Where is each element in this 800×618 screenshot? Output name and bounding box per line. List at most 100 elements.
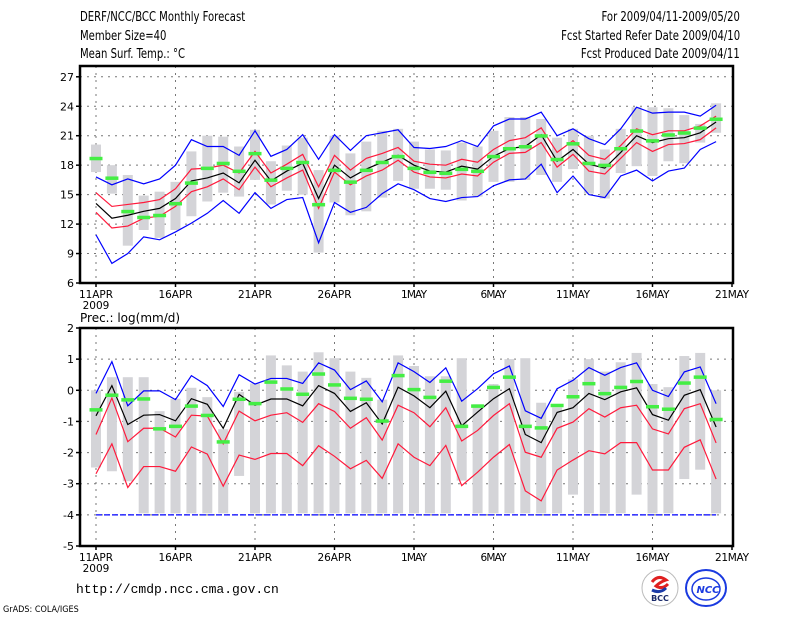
range-bar — [520, 358, 531, 514]
range-bar — [170, 398, 181, 514]
observed-marker — [677, 381, 691, 385]
range-bar — [552, 407, 563, 514]
x-tick-label: 11MAY — [556, 552, 591, 564]
observed-marker — [439, 171, 453, 176]
observed-marker — [296, 160, 310, 165]
range-bar — [424, 376, 435, 514]
precipitation-chart: Prec.: log(mm/d) -5 -4 -3 -2 -1 0 1 2 11APR 16APR 2… — [63, 311, 750, 575]
observed-marker — [391, 154, 405, 159]
range-bar — [361, 377, 372, 514]
range-bar — [663, 387, 674, 514]
observed-marker — [121, 398, 135, 402]
observed-marker — [582, 381, 596, 386]
range-bar — [106, 377, 117, 472]
observed-marker — [471, 404, 485, 408]
range-bar — [488, 384, 499, 514]
y-tick-label: 27 — [60, 71, 74, 84]
y-tick-label: 12 — [60, 218, 74, 231]
observed-marker — [137, 215, 151, 220]
series-line-spread-lower — [95, 438, 717, 502]
range-bar — [297, 371, 308, 514]
observed-marker — [169, 201, 182, 206]
range-bar — [265, 161, 276, 205]
range-bar — [122, 377, 133, 482]
range-bar — [138, 377, 149, 514]
range-bar — [329, 358, 340, 514]
forecast-start-date: Fcst Started Refer Date 2009/04/10 — [561, 29, 740, 44]
observed-marker — [693, 375, 707, 379]
range-bar — [377, 399, 388, 514]
x-tick-label: 16APR — [159, 552, 193, 564]
x-tick-label: 16MAY — [636, 289, 671, 301]
grads-credit: GrADS: COLA/IGES — [3, 605, 79, 615]
observed-marker — [200, 413, 214, 418]
x-tick-label: 21APR — [238, 289, 272, 301]
svg-text:BCC: BCC — [651, 594, 669, 603]
observed-marker — [661, 133, 675, 137]
observed-marker — [359, 168, 373, 173]
range-bar — [440, 150, 451, 190]
x-year-label: 2009 — [83, 563, 110, 575]
observed-marker — [502, 375, 516, 379]
observed-marker — [534, 426, 548, 430]
observed-marker — [566, 395, 580, 399]
svg-text:NCC: NCC — [696, 585, 720, 596]
range-bar — [409, 365, 419, 514]
observed-marker — [455, 167, 469, 172]
observed-marker — [105, 176, 119, 180]
x-tick-label: 21MAY — [715, 552, 750, 564]
y-tick-label: 15 — [60, 189, 74, 202]
observed-marker — [407, 166, 421, 171]
observed-marker — [677, 131, 691, 135]
y-tick-label: -3 — [63, 478, 74, 491]
observed-marker — [343, 180, 357, 184]
observed-marker — [598, 163, 612, 168]
observed-marker — [312, 372, 326, 376]
x-tick-label: 1MAY — [401, 552, 428, 564]
observed-marker — [693, 126, 707, 130]
observed-marker — [280, 166, 294, 171]
observed-marker — [89, 408, 103, 412]
range-bar — [313, 352, 324, 514]
observed-marker — [216, 161, 230, 166]
range-bar — [456, 358, 467, 481]
y-tick-label: -2 — [63, 447, 74, 460]
range-bar — [599, 371, 610, 514]
x-tick-label: 16MAY — [636, 552, 671, 564]
observed-marker — [296, 392, 310, 397]
forecast-period: For 2009/04/11-2009/05/20 — [601, 10, 740, 25]
observed-marker — [661, 407, 675, 411]
observed-marker — [184, 404, 198, 408]
range-bar — [393, 355, 404, 514]
y-tick-label: 21 — [60, 130, 74, 143]
series-line-spread-upper — [95, 115, 717, 208]
range-bar — [138, 195, 149, 230]
range-bar — [647, 384, 658, 514]
x-tick-label: 6MAY — [481, 289, 508, 301]
observed-marker — [487, 385, 500, 390]
observed-marker — [439, 379, 453, 383]
observed-marker — [137, 397, 151, 401]
range-bar — [345, 371, 356, 514]
y-tick-label: -1 — [63, 415, 74, 428]
forecast-produced-date: Fcst Produced Date 2009/04/11 — [581, 47, 740, 62]
range-bar — [186, 387, 197, 514]
observed-marker — [630, 129, 644, 133]
range-bar — [711, 390, 722, 514]
observed-marker — [232, 397, 246, 402]
x-tick-label: 11APR — [79, 289, 113, 301]
source-url[interactable]: http://cmdp.ncc.cma.gov.cn — [76, 582, 279, 597]
observed-marker — [550, 157, 564, 162]
y-tick-label: 24 — [60, 100, 74, 113]
x-tick-label: 21APR — [238, 552, 272, 564]
observed-marker — [518, 424, 532, 429]
observed-marker — [646, 139, 659, 143]
range-bar — [536, 402, 547, 514]
observed-marker — [264, 178, 278, 182]
observed-marker — [248, 401, 262, 406]
range-bar — [297, 137, 308, 195]
y-tick-label: 2 — [67, 322, 74, 335]
y-tick-label: -4 — [63, 509, 74, 522]
range-bar — [234, 391, 245, 476]
